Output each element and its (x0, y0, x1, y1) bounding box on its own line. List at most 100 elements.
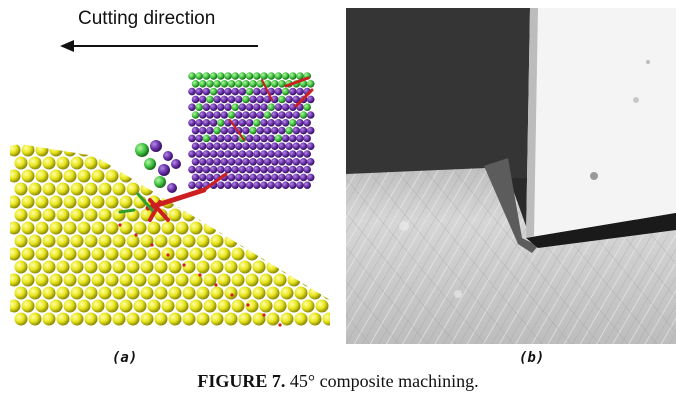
tool-atom-green (285, 126, 293, 135)
workpiece-atom (203, 273, 217, 287)
tool-atom-purple (249, 111, 257, 119)
tool-atom-purple (188, 181, 196, 189)
tool-atom-green (195, 72, 203, 80)
tool-atom-purple (227, 142, 236, 150)
bond-lines (118, 76, 314, 327)
tool-atom-purple (285, 111, 293, 119)
workpiece-atom (10, 273, 21, 287)
tool-atom-purple (209, 165, 218, 174)
tool-atom-purple (234, 158, 243, 166)
tool-atom-purple (285, 142, 293, 150)
workpiece-atom (168, 286, 182, 300)
workpiece-atom (175, 247, 189, 261)
workpiece-atom (259, 247, 273, 261)
workpiece-atom (112, 312, 126, 326)
tool-atom-purple (306, 173, 315, 182)
tool-atom-purple (278, 158, 286, 166)
tool-atom-purple (252, 165, 261, 174)
tool-atom-purple (256, 126, 265, 135)
tool-atom-purple (195, 87, 203, 96)
workpiece-atom (210, 286, 224, 300)
tool-atom-purple (278, 126, 286, 135)
workpiece-atom (294, 312, 308, 326)
machining-photo-image (346, 8, 676, 344)
workpiece-atom (42, 260, 56, 274)
workpiece-atom (203, 247, 217, 261)
workpiece-atom (280, 234, 294, 248)
workpiece-atom (35, 299, 49, 313)
tool-atom-green (296, 72, 304, 80)
workpiece-atom (63, 299, 77, 313)
workpiece-atom (28, 182, 42, 196)
workpiece-atom (63, 221, 77, 235)
workpiece-atom (224, 286, 238, 300)
bond-dot (166, 253, 170, 257)
tool-atoms (188, 72, 315, 189)
tool-atom-purple (263, 142, 272, 150)
workpiece-atom (322, 208, 330, 222)
workpiece-atom (273, 273, 287, 287)
tool-atom-purple (267, 119, 276, 127)
workpiece-atom (77, 273, 91, 287)
bond-dot (230, 293, 234, 297)
tool-atom-purple (191, 142, 200, 150)
workpiece-atom (322, 182, 330, 196)
tool-atom-purple (224, 181, 232, 189)
workpiece-atom (259, 273, 273, 287)
tool-atom-purple (299, 158, 308, 166)
workpiece-atom (63, 273, 77, 287)
tool-atom-purple (231, 150, 239, 158)
workpiece-atom (322, 260, 330, 274)
tool-atom-green (267, 72, 276, 80)
tool-atom-purple (202, 87, 211, 96)
workpiece-atom (252, 234, 266, 248)
figure-caption-text: 45° composite machining. (285, 371, 479, 391)
tool-atom-purple (195, 119, 203, 127)
tool-atom-green (213, 80, 221, 88)
workpiece-atom (308, 312, 322, 326)
workpiece-atom (294, 260, 308, 274)
workpiece-atom (133, 299, 147, 313)
figure-number: FIGURE 7. (197, 371, 286, 391)
workpiece-atom (77, 169, 91, 183)
workpiece-atom (287, 247, 301, 261)
workpiece-atom (252, 260, 266, 274)
tool-atom-purple (227, 173, 236, 182)
workpiece-atom (84, 156, 98, 170)
workpiece-atom (210, 208, 224, 222)
tool-atom-purple (188, 119, 196, 127)
tool-atom-purple (285, 158, 293, 166)
workpiece-atom (49, 247, 63, 261)
workpiece-atom (28, 234, 42, 248)
tool-atom-green (191, 111, 200, 119)
tool-atom-purple (256, 111, 265, 119)
workpiece-atom (70, 156, 84, 170)
workpiece-atom (126, 312, 140, 326)
tool-atom-green (220, 80, 229, 88)
workpiece-atom (238, 208, 252, 222)
tool-atom-purple (245, 165, 254, 174)
workpiece-atom (175, 144, 189, 157)
tool-atom-purple (202, 119, 211, 127)
tool-atom-purple (289, 165, 297, 174)
workpiece-atom (126, 234, 140, 248)
workpiece-atom (35, 169, 49, 183)
workpiece-atom (112, 234, 126, 248)
tool-atom-purple (260, 181, 268, 189)
tool-atom-purple (289, 87, 297, 96)
tool-atom-purple (303, 134, 312, 143)
workpiece-atom (315, 247, 329, 261)
workpiece-atom (70, 182, 84, 196)
workpiece-atom (196, 234, 210, 248)
workpiece-atom (49, 221, 63, 235)
workpiece-atom (119, 299, 133, 313)
tool-atom-purple (191, 95, 200, 104)
workpiece-atom (28, 208, 42, 222)
workpiece-atom (98, 260, 112, 274)
workpiece-atom (84, 312, 98, 326)
tool-atom-purple (198, 173, 207, 182)
workpiece-atom (217, 273, 231, 287)
tool-atom-purple (263, 95, 272, 104)
workpiece-atom (126, 260, 140, 274)
workpiece-atom (140, 286, 154, 300)
